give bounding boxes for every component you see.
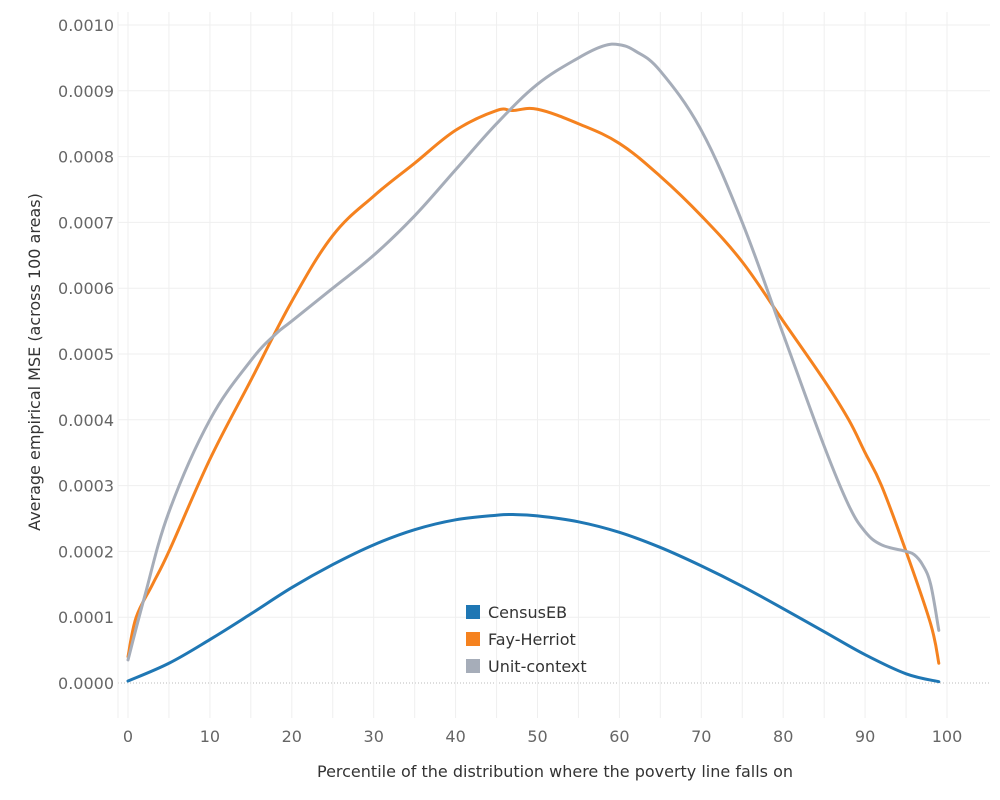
x-tick-label: 50 — [527, 727, 547, 746]
y-tick-label: 0.0002 — [58, 542, 114, 561]
y-tick-label: 0.0000 — [58, 674, 114, 693]
y-tick-label: 0.0001 — [58, 608, 114, 627]
x-tick-label: 40 — [445, 727, 465, 746]
x-tick-label: 100 — [932, 727, 963, 746]
legend-label-censuseb: CensusEB — [488, 603, 567, 622]
y-tick-label: 0.0004 — [58, 411, 114, 430]
legend-swatch-unit-context — [466, 659, 480, 673]
series-line-censuseb — [126, 512, 941, 684]
legend-swatch-fay-herriot — [466, 632, 480, 646]
legend-swatch-censuseb — [466, 605, 480, 619]
x-tick-label: 20 — [282, 727, 302, 746]
y-axis: 0.0000 0.0001 0.0002 0.0003 0.0004 0.0005 0.00… — [58, 16, 114, 693]
grid — [117, 12, 990, 718]
y-tick-label: 0.0003 — [58, 477, 114, 496]
x-tick-label: 60 — [609, 727, 629, 746]
legend: CensusEB Fay-Herriot Unit-context — [466, 603, 587, 676]
y-axis-title: Average empirical MSE (across 100 areas) — [25, 193, 44, 531]
x-tick-label: 0 — [123, 727, 133, 746]
y-tick-label: 0.0005 — [58, 345, 114, 364]
x-tick-label: 10 — [200, 727, 220, 746]
y-tick-label: 0.0010 — [58, 16, 114, 35]
x-tick-label: 70 — [691, 727, 711, 746]
legend-label-fay-herriot: Fay-Herriot — [488, 630, 576, 649]
x-tick-label: 80 — [773, 727, 793, 746]
legend-label-unit-context: Unit-context — [488, 657, 587, 676]
x-tick-label: 90 — [855, 727, 875, 746]
series-line-fay-herriot — [126, 106, 941, 665]
x-tick-label: 30 — [364, 727, 384, 746]
y-tick-label: 0.0009 — [58, 82, 114, 101]
series-line-unit-context — [126, 42, 941, 662]
x-axis: 0 10 20 30 40 50 60 70 80 90 100 — [123, 727, 962, 746]
series-layer — [126, 42, 941, 684]
y-tick-label: 0.0006 — [58, 279, 114, 298]
x-axis-title: Percentile of the distribution where the… — [317, 762, 793, 781]
y-tick-label: 0.0008 — [58, 148, 114, 167]
y-tick-label: 0.0007 — [58, 213, 114, 232]
